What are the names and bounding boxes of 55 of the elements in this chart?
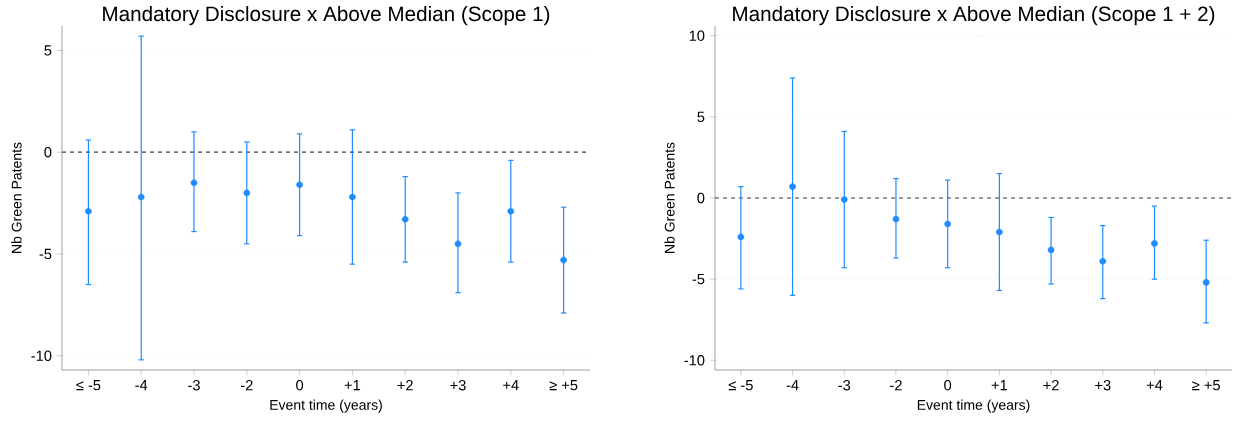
x-tick-label: -2: [890, 380, 902, 391]
point: [996, 228, 1003, 236]
x-tick-label: ≤ -5: [76, 380, 101, 391]
y-tick-label: 0: [697, 192, 705, 204]
y-tick-label: -5: [692, 274, 705, 285]
y-tick-label: 5: [697, 111, 705, 122]
x-tick-label: +4: [1146, 380, 1163, 391]
y-tick-label: 0: [44, 147, 52, 158]
x-tick-label: -4: [786, 380, 799, 391]
chart-title: Mandatory Disclosure x Above Median (Scope 1): [103, 6, 550, 26]
point: [243, 189, 251, 197]
x-axis-title: Event time (years): [270, 399, 382, 413]
x-tick-label: +3: [1095, 380, 1111, 391]
point: [892, 215, 900, 223]
x-tick-label: ≤ -5: [728, 380, 753, 391]
x-tick-label: +4: [503, 380, 519, 391]
y-tick-label: -10: [684, 355, 705, 366]
point: [1202, 279, 1210, 286]
point: [137, 193, 145, 201]
x-tick-label: -3: [188, 380, 200, 391]
x-tick-label: -2: [240, 380, 253, 391]
x-tick-label: 0: [296, 380, 304, 391]
x-tick-label: +2: [397, 380, 413, 391]
y-tick-label: -5: [39, 248, 52, 260]
y-tick-label: -10: [31, 350, 52, 361]
point: [1099, 257, 1107, 265]
chart-title: Mandatory Disclosure x Above Median (Scope 1 + 2): [733, 6, 1215, 26]
point: [560, 256, 567, 264]
point: [944, 220, 952, 228]
point: [507, 207, 515, 215]
point: [349, 193, 356, 201]
x-tick-label: +1: [344, 380, 361, 391]
point: [401, 216, 409, 223]
x-tick-label: -4: [135, 380, 148, 391]
x-tick-label: 0: [944, 380, 952, 391]
y-tick-label: 10: [689, 30, 705, 41]
point: [840, 196, 848, 203]
x-tick-label: +1: [991, 380, 1008, 391]
x-axis-title: Event time (years): [917, 399, 1030, 413]
x-tick-label: +2: [1043, 380, 1059, 391]
y-tick-label: 5: [44, 45, 52, 56]
y-axis-title: Nb Green Patents: [11, 142, 22, 253]
point: [737, 233, 745, 241]
x-tick-label: +3: [450, 380, 466, 391]
x-tick-label: ≥ +5: [1192, 380, 1220, 391]
point: [789, 183, 796, 190]
x-tick-label: ≥ +5: [549, 380, 578, 391]
point: [296, 181, 303, 189]
point: [454, 240, 462, 248]
point: [85, 207, 92, 215]
x-tick-label: -3: [838, 380, 851, 391]
point: [1151, 240, 1158, 247]
point: [1047, 246, 1055, 254]
point: [190, 179, 198, 187]
y-axis-title: Nb Green Patents: [664, 142, 675, 253]
